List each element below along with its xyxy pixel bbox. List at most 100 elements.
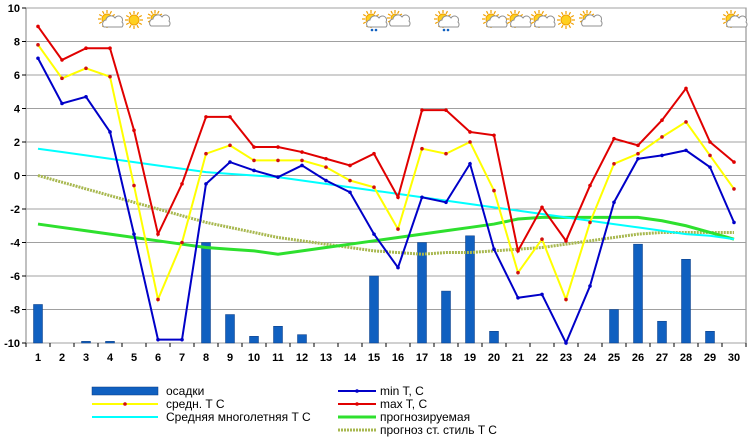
cloud-shape: [149, 14, 171, 27]
x-tick-label: 28: [680, 352, 692, 364]
x-axis-ticks: 1 2 3 4 5 6 7 8 9 10 11 12 13 14 15 16 17 18 19 20 21 22 23 24 2…: [35, 352, 740, 364]
series-point: [276, 145, 280, 149]
series-point: [732, 220, 736, 225]
precip-bar: [33, 304, 43, 344]
partly-cloudy-icon: [722, 10, 748, 28]
series-point: [420, 146, 424, 151]
precip-bar: [273, 326, 283, 344]
x-tick-label: 26: [632, 352, 644, 364]
series-point: [276, 158, 280, 163]
x-tick-label: 3: [83, 352, 89, 364]
sun-ray: [373, 10, 377, 15]
sun-ray: [506, 21, 511, 25]
cloudy-icon: [579, 10, 603, 27]
series-point: [612, 200, 616, 205]
sun-ray: [570, 14, 575, 18]
series-point: [348, 190, 352, 195]
sun-ray: [138, 14, 143, 18]
cloud-shape: [366, 15, 388, 28]
sun-icon: [125, 11, 143, 29]
series-point: [204, 182, 208, 186]
x-tick-label: 19: [464, 352, 476, 364]
legend-marker: [355, 402, 359, 406]
series-point: [636, 143, 640, 148]
series-point: [108, 74, 112, 79]
y-tick-label: -4: [10, 238, 21, 250]
series-point: [108, 130, 112, 134]
cloud-shape: [438, 15, 460, 28]
x-tick-label: 2: [59, 352, 65, 364]
sun-ray: [482, 13, 487, 17]
series-point: [708, 153, 712, 158]
series-point: [612, 161, 616, 166]
sun-ray: [722, 21, 727, 25]
partly-cloudy-icon: [482, 10, 508, 28]
series-point: [108, 46, 112, 50]
series-point: [684, 86, 688, 91]
series-point: [588, 284, 592, 288]
sun-ray: [588, 10, 592, 14]
series-point: [372, 185, 376, 190]
sun-ray: [493, 10, 497, 15]
cloud-shape: [486, 15, 508, 28]
precip-bar: [633, 243, 643, 344]
precip-bar: [225, 314, 235, 344]
legend-label: прогнозируемая: [380, 410, 470, 424]
cloud-shape: [102, 15, 124, 28]
legend-marker: [355, 389, 359, 393]
series-point: [132, 128, 136, 133]
sun-ray: [125, 22, 130, 26]
series-point: [732, 160, 736, 164]
series-point: [252, 168, 256, 173]
sun-ray: [150, 10, 154, 14]
series-line: [37, 25, 735, 254]
x-tick-label: 6: [155, 352, 161, 364]
series-point: [660, 118, 664, 123]
sun-ray: [434, 21, 439, 25]
sun-ray: [98, 21, 103, 25]
series-point: [684, 120, 688, 124]
legend-label: Средняя многолетняя T C: [166, 410, 311, 424]
cloud-shape: [510, 15, 532, 28]
x-tick-label: 14: [344, 352, 357, 364]
sun-ray: [725, 10, 729, 15]
series-point: [180, 182, 184, 186]
x-tick-label: 25: [608, 352, 620, 364]
series-point: [636, 151, 640, 156]
series-point: [684, 148, 688, 153]
sun-ray: [156, 10, 160, 14]
series-point: [540, 292, 544, 297]
sun-ray: [390, 10, 394, 14]
series-point: [252, 158, 256, 163]
series-point: [660, 135, 664, 139]
precip-bar: [105, 341, 115, 344]
sun-ray: [568, 24, 572, 29]
sun-ray: [582, 10, 586, 14]
precip-bar: [489, 331, 499, 344]
partly-cloudy-icon: [506, 10, 532, 28]
series-line: [37, 215, 735, 256]
sun-ray: [517, 10, 521, 15]
x-tick-label: 18: [440, 352, 452, 364]
series-line: [37, 57, 735, 346]
series-point: [612, 136, 616, 141]
precip-bar: [465, 235, 475, 344]
series-point: [180, 240, 184, 245]
partly-cloudy-icon: [530, 10, 556, 28]
x-tick-label: 13: [320, 352, 332, 364]
partly-cloudy-rain-icon: [434, 10, 460, 32]
sun-ray: [579, 13, 583, 17]
sun-ray: [128, 11, 132, 16]
series-point: [180, 337, 184, 342]
precip-bar: [657, 320, 667, 344]
series-point: [492, 188, 496, 193]
series-point: [492, 133, 496, 138]
x-tick-label: 4: [107, 352, 114, 364]
precipitation-bars: [33, 235, 715, 344]
x-tick-label: 22: [536, 352, 548, 364]
precip-bar: [441, 290, 451, 344]
y-tick-label: 0: [14, 171, 20, 183]
sun-ray: [434, 13, 439, 17]
x-tick-label: 5: [131, 352, 137, 364]
